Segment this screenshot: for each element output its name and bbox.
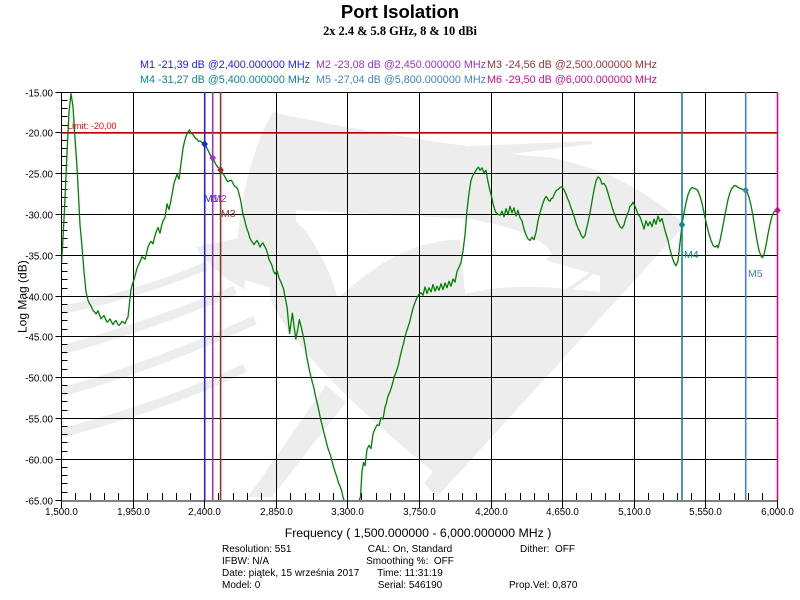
svg-text:-55.00: -55.00 [25,415,53,426]
svg-text:3,300.0: 3,300.0 [331,507,364,518]
svg-text:4,650.0: 4,650.0 [546,507,579,518]
svg-text:Limit: -20,00: Limit: -20,00 [67,121,117,131]
svg-text:-25.00: -25.00 [25,170,53,181]
svg-text:-60.00: -60.00 [25,456,53,467]
svg-text:Log Mag (dB): Log Mag (dB) [16,260,30,333]
svg-text:-40.00: -40.00 [25,293,53,304]
svg-text:2,850.0: 2,850.0 [260,507,293,518]
svg-text:5,550.0: 5,550.0 [689,507,722,518]
svg-text:1,950.0: 1,950.0 [117,507,150,518]
svg-text:-65.00: -65.00 [25,497,53,508]
svg-text:M2: M2 [212,193,227,205]
svg-text:M4: M4 [684,249,699,261]
svg-text:-45.00: -45.00 [25,333,53,344]
svg-text:M1: M1 [204,193,219,205]
svg-text:-20.00: -20.00 [25,129,53,140]
svg-text:1,500.0: 1,500.0 [45,507,78,518]
svg-text:M3: M3 [221,208,236,220]
svg-text:4,200.0: 4,200.0 [475,507,508,518]
svg-text:-15.00: -15.00 [25,89,53,100]
svg-text:M5: M5 [748,268,763,280]
svg-text:6,000.0: 6,000.0 [761,507,794,518]
svg-text:3,750.0: 3,750.0 [403,507,436,518]
svg-text:-35.00: -35.00 [25,252,53,263]
svg-text:5,100.0: 5,100.0 [618,507,651,518]
svg-text:-50.00: -50.00 [25,374,53,385]
svg-text:2,400.0: 2,400.0 [188,507,221,518]
svg-text:-30.00: -30.00 [25,211,53,222]
